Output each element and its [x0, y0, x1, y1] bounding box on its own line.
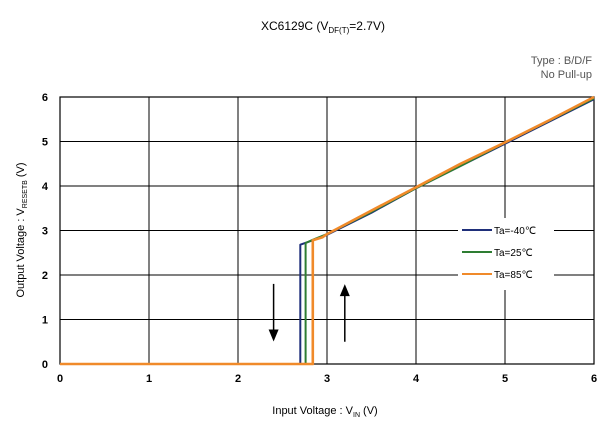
- y-tick-label: 6: [42, 92, 48, 104]
- up-arrow-head: [339, 284, 350, 297]
- plot-frame: [59, 96, 595, 365]
- x-axis-label: Input Voltage : VIN (V): [272, 405, 377, 419]
- y-tick-label: 0: [42, 359, 48, 371]
- chart-title-sub: DF(T): [328, 26, 349, 35]
- y-axis-label-sub: RESETB: [22, 180, 29, 208]
- legend-label: Ta=25℃: [494, 248, 533, 259]
- x-tick-label: 4: [413, 373, 420, 385]
- y-axis-label-main: Output Voltage : V: [15, 208, 27, 298]
- y-tick-label: 1: [42, 315, 48, 327]
- x-tick-label: 0: [57, 373, 63, 385]
- down-arrow-head: [268, 329, 279, 342]
- series-group: [60, 95, 595, 366]
- x-axis-label-tail: (V): [360, 405, 378, 417]
- legend-label: Ta=85℃: [494, 270, 533, 281]
- x-tick-label: 3: [324, 373, 330, 385]
- arrows-group: [268, 283, 350, 342]
- x-axis-label-sub: IN: [353, 412, 360, 419]
- x-tick-label: 2: [235, 373, 241, 385]
- x-tick-label: 5: [502, 373, 508, 385]
- y-tick-label: 4: [42, 181, 49, 193]
- x-tick-label: 1: [146, 373, 152, 385]
- chart-title: XC6129C (VDF(T)=2.7V): [261, 19, 385, 35]
- legend: Ta=-40℃ Ta=25℃ Ta=85℃: [458, 218, 554, 290]
- y-tick-labels: 0 1 2 3 4 5 6: [42, 92, 49, 371]
- y-tick-label: 2: [42, 270, 48, 282]
- legend-label: Ta=-40℃: [494, 226, 536, 237]
- x-axis-label-main: Input Voltage : V: [272, 405, 353, 417]
- y-tick-label: 3: [42, 226, 48, 238]
- x-tick-label: 6: [591, 373, 597, 385]
- series-line: [60, 95, 595, 366]
- x-tick-labels: 0 1 2 3 4 5 6: [57, 373, 597, 385]
- pullup-note: No Pull-up: [541, 69, 592, 81]
- chart-title-tail: =2.7V): [349, 19, 385, 33]
- chart-title-main: XC6129C (V: [261, 19, 328, 33]
- y-tick-label: 5: [42, 137, 48, 149]
- type-note: Type : B/D/F: [531, 55, 592, 67]
- y-axis-label: Output Voltage : VRESETB (V): [15, 162, 29, 297]
- y-axis-label-tail: (V): [15, 162, 27, 180]
